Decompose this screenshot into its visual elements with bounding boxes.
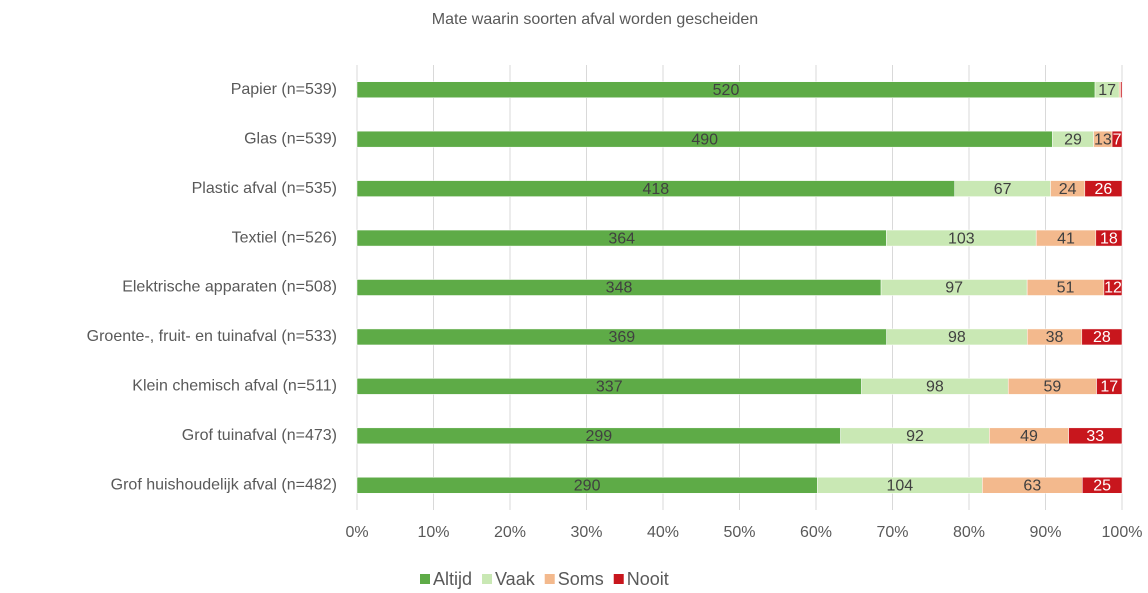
data-label: 24	[1059, 181, 1077, 198]
y-tick-label: Groente-, fruit- en tuinafval (n=533)	[87, 328, 337, 345]
x-tick-label: 40%	[647, 524, 679, 541]
data-label: 41	[1057, 230, 1075, 247]
bar-segment	[1103, 279, 1123, 296]
x-tick-label: 60%	[800, 524, 832, 541]
data-label: 59	[1043, 379, 1061, 396]
legend-label: Altijd	[433, 569, 472, 589]
data-label: 364	[608, 230, 635, 247]
data-label: 49	[1020, 428, 1038, 445]
x-tick-label: 70%	[876, 524, 908, 541]
data-label: 337	[596, 379, 623, 396]
data-label: 7	[1113, 131, 1122, 148]
bar-segment	[1111, 130, 1123, 148]
x-tick-label: 30%	[570, 524, 602, 541]
data-label: 104	[886, 477, 913, 494]
data-label: 418	[642, 181, 669, 198]
chart-title: Mate waarin soorten afval worden geschei…	[432, 11, 758, 28]
data-label: 299	[585, 428, 612, 445]
data-label: 520	[713, 82, 740, 99]
legend-label: Nooit	[627, 569, 669, 589]
data-label: 103	[948, 230, 975, 247]
data-label: 98	[926, 379, 944, 396]
y-tick-label: Textiel (n=526)	[232, 229, 337, 246]
y-tick-label: Elektrische apparaten (n=508)	[122, 279, 337, 296]
y-tick-label: Plastic afval (n=535)	[192, 180, 337, 197]
data-label: 17	[1100, 379, 1118, 396]
data-label: 28	[1093, 329, 1111, 346]
data-label: 12	[1104, 280, 1122, 297]
legend-swatch	[544, 574, 555, 584]
data-label: 26	[1095, 181, 1113, 198]
bar-segment	[1120, 81, 1123, 98]
y-tick-label: Grof huishoudelijk afval (n=482)	[111, 476, 337, 493]
data-label: 67	[994, 181, 1012, 198]
legend-label: Vaak	[495, 569, 536, 589]
bar-segment	[1096, 378, 1123, 395]
data-label: 25	[1093, 477, 1111, 494]
bar-segment	[1095, 229, 1123, 247]
y-tick-label: Klein chemisch afval (n=511)	[132, 378, 337, 395]
data-label: 490	[691, 131, 718, 148]
data-label: 13	[1094, 131, 1112, 148]
legend-swatch	[613, 574, 624, 584]
x-tick-label: 20%	[494, 524, 526, 541]
x-tick-label: 50%	[723, 524, 755, 541]
x-tick-label: 90%	[1029, 524, 1061, 541]
y-tick-label: Grof tuinafval (n=473)	[182, 427, 337, 444]
bar-segment	[1084, 180, 1123, 197]
x-tick-label: 80%	[953, 524, 985, 541]
data-label: 17	[1098, 82, 1116, 99]
legend-label: Soms	[558, 569, 604, 589]
data-label: 92	[906, 428, 924, 445]
legend-swatch	[420, 574, 430, 584]
x-tick-label: 100%	[1102, 524, 1143, 541]
y-tick-label: Papier (n=539)	[231, 81, 337, 98]
data-label: 63	[1023, 477, 1041, 494]
data-label: 348	[606, 280, 633, 297]
data-label: 290	[574, 477, 601, 494]
data-label: 38	[1046, 329, 1064, 346]
data-label: 97	[945, 280, 963, 297]
bar-segment	[1068, 427, 1123, 445]
x-tick-label: 0%	[345, 524, 368, 541]
data-label: 29	[1064, 131, 1082, 148]
data-label: 33	[1086, 428, 1104, 445]
y-tick-label: Glas (n=539)	[244, 130, 337, 147]
data-label: 51	[1057, 280, 1075, 297]
bar-segment	[1082, 477, 1123, 494]
data-label: 369	[608, 329, 635, 346]
x-tick-label: 10%	[417, 524, 449, 541]
legend-swatch	[482, 574, 493, 584]
data-label: 98	[948, 329, 966, 346]
data-label: 18	[1100, 230, 1118, 247]
bar-segment	[1081, 328, 1123, 346]
